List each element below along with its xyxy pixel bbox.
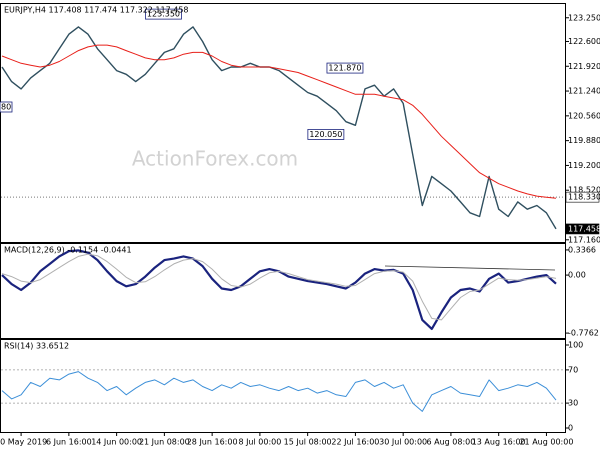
x-tick-label: 15 Jul 08:00 bbox=[284, 438, 332, 447]
y-tick-label: 100 bbox=[568, 341, 583, 350]
y-tick-label: 0 bbox=[568, 424, 573, 433]
y-tick-label: 117.160 bbox=[568, 235, 600, 244]
y-tick-label: 0.00 bbox=[568, 271, 586, 280]
y-tick-label: 70 bbox=[568, 365, 578, 374]
series-line bbox=[1, 44, 557, 199]
x-tick-label: 22 Jul 16:00 bbox=[331, 438, 379, 447]
annotation-label: 120.050 bbox=[309, 130, 342, 139]
annotation-box bbox=[307, 129, 345, 140]
price-marker-box bbox=[565, 191, 600, 203]
x-tick-label: 6 Aug 08:00 bbox=[427, 438, 476, 447]
annotation-box bbox=[0, 101, 13, 113]
x-tick-label: 21 Aug 00:00 bbox=[519, 438, 573, 447]
series-line bbox=[1, 253, 557, 321]
y-tick-label: 118.520 bbox=[568, 186, 600, 195]
trend-line bbox=[384, 265, 556, 271]
series-line bbox=[1, 371, 557, 412]
x-tick-label: 30 Jul 00:00 bbox=[379, 438, 427, 447]
y-tick-label: 119.880 bbox=[568, 136, 600, 145]
annotation-box bbox=[145, 8, 182, 20]
x-tick-label: 13 Aug 16:00 bbox=[472, 438, 526, 447]
annotation-label: 80 bbox=[1, 103, 11, 112]
y-tick-label: 121.240 bbox=[568, 87, 600, 96]
price-marker-box bbox=[565, 223, 600, 235]
price-marker-label: 117.458 bbox=[568, 224, 600, 233]
y-tick-label: 123.250 bbox=[568, 13, 600, 22]
panel-title: EURJPY,H4 117.408 117.474 117.322 117.45… bbox=[4, 6, 189, 15]
price-frame bbox=[0, 3, 566, 243]
annotation-label: 123.350 bbox=[147, 10, 180, 19]
y-tick-label: 122.600 bbox=[568, 37, 600, 46]
x-tick-label: 30 May 2019 bbox=[0, 438, 47, 447]
x-tick-label: 28 Jun 16:00 bbox=[187, 438, 238, 447]
x-tick-label: 14 Jun 00:00 bbox=[91, 438, 142, 447]
annotation-label: 121.870 bbox=[328, 64, 361, 73]
y-tick-label: -0.7762 bbox=[568, 329, 599, 338]
y-tick-label: 30 bbox=[568, 399, 578, 408]
panel-title: RSI(14) 33.6512 bbox=[4, 342, 69, 351]
price-marker-label: 118.330 bbox=[568, 193, 600, 202]
y-tick-label: 121.920 bbox=[568, 62, 600, 71]
x-tick-label: 8 Jul 00:00 bbox=[238, 438, 281, 447]
x-tick-label: 6 Jun 16:00 bbox=[46, 438, 92, 447]
y-tick-label: 120.560 bbox=[568, 111, 600, 120]
watermark: ActionForex.com bbox=[132, 147, 298, 171]
series-line bbox=[1, 26, 557, 230]
rsi-frame bbox=[0, 339, 566, 433]
y-tick-label: 119.200 bbox=[568, 161, 600, 170]
macd-frame bbox=[0, 243, 566, 339]
y-tick-label: 0.3366 bbox=[568, 245, 596, 254]
panel-title: MACD(12,26,9) -0.1154 -0.0441 bbox=[4, 246, 132, 255]
x-tick-label: 21 Jun 08:00 bbox=[139, 438, 190, 447]
annotation-box bbox=[326, 62, 364, 74]
